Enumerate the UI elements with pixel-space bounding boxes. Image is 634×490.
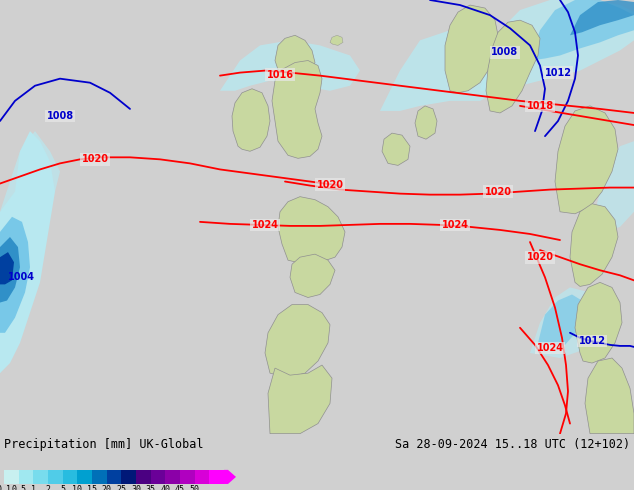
Polygon shape (585, 358, 634, 434)
Text: 50: 50 (190, 485, 200, 490)
Text: 1024: 1024 (441, 220, 469, 230)
Text: 1012: 1012 (545, 68, 571, 77)
Polygon shape (570, 204, 618, 287)
Text: 15: 15 (87, 485, 97, 490)
Text: 25: 25 (116, 485, 126, 490)
Polygon shape (530, 0, 634, 60)
Text: 1004: 1004 (8, 272, 35, 282)
Text: 45: 45 (175, 485, 185, 490)
Text: 1008: 1008 (491, 48, 519, 57)
Bar (18, 470, 34, 484)
Text: 1012: 1012 (578, 336, 605, 346)
Polygon shape (220, 40, 360, 91)
Polygon shape (272, 60, 322, 158)
Bar (48, 470, 63, 484)
Polygon shape (275, 35, 315, 79)
Text: 20: 20 (101, 485, 112, 490)
Polygon shape (486, 20, 540, 113)
Text: Sa 28-09-2024 15..18 UTC (12+102): Sa 28-09-2024 15..18 UTC (12+102) (395, 438, 630, 451)
Polygon shape (555, 106, 618, 214)
Text: 1018: 1018 (526, 101, 553, 111)
Bar (180, 470, 195, 484)
Polygon shape (0, 237, 20, 302)
Polygon shape (415, 106, 437, 139)
Polygon shape (232, 89, 270, 151)
Bar (63, 470, 77, 484)
Polygon shape (0, 131, 60, 212)
Polygon shape (268, 365, 332, 434)
Polygon shape (590, 141, 634, 232)
Text: 1020: 1020 (316, 179, 344, 190)
Bar (151, 470, 165, 484)
Polygon shape (278, 196, 345, 264)
Text: 1020: 1020 (484, 187, 512, 196)
Polygon shape (380, 30, 510, 111)
Bar (121, 470, 136, 484)
Polygon shape (0, 252, 14, 284)
Polygon shape (530, 288, 600, 358)
Text: 0.5: 0.5 (11, 485, 26, 490)
Text: 1: 1 (31, 485, 36, 490)
Text: 1024: 1024 (536, 343, 564, 353)
Polygon shape (265, 305, 330, 377)
Text: Precipitation [mm] UK-Global: Precipitation [mm] UK-Global (4, 438, 204, 451)
Polygon shape (0, 217, 30, 333)
Polygon shape (382, 133, 410, 166)
Text: 35: 35 (146, 485, 156, 490)
Text: 1016: 1016 (266, 70, 294, 80)
Polygon shape (538, 294, 585, 345)
FancyArrow shape (224, 470, 236, 484)
Polygon shape (480, 0, 634, 91)
Text: 5: 5 (60, 485, 65, 490)
Text: 40: 40 (160, 485, 171, 490)
Bar (136, 470, 151, 484)
Polygon shape (575, 282, 622, 363)
Polygon shape (445, 5, 498, 93)
Polygon shape (330, 35, 343, 46)
Bar (165, 470, 180, 484)
Bar (107, 470, 121, 484)
Bar (92, 470, 107, 484)
Polygon shape (290, 254, 335, 297)
Bar (34, 470, 48, 484)
Text: 30: 30 (131, 485, 141, 490)
Text: 1020: 1020 (526, 252, 553, 262)
Text: 1020: 1020 (82, 154, 108, 164)
Bar (209, 470, 224, 484)
Polygon shape (570, 0, 634, 35)
Polygon shape (0, 131, 55, 373)
Text: 1008: 1008 (46, 111, 74, 121)
Text: 0.1: 0.1 (0, 485, 11, 490)
Text: 10: 10 (72, 485, 82, 490)
Bar (77, 470, 92, 484)
Text: 1024: 1024 (252, 220, 278, 230)
Text: 2: 2 (46, 485, 51, 490)
Bar (4, 470, 18, 484)
Bar (195, 470, 209, 484)
